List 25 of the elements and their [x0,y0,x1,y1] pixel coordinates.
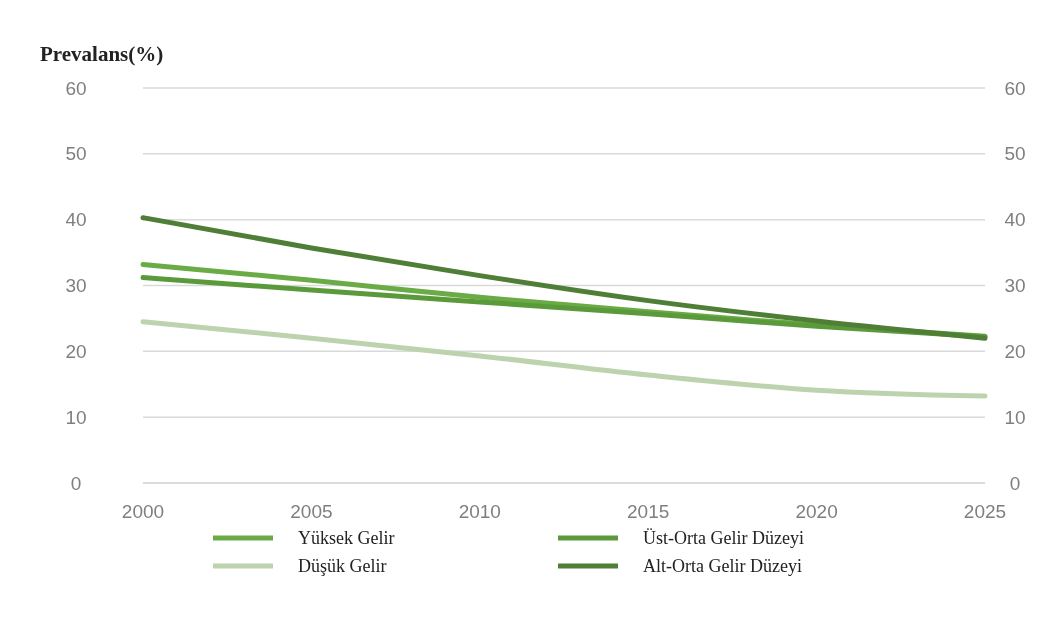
y-tick-label: 60 [65,77,87,99]
y2-tick-label: 30 [1004,275,1026,297]
y2-tick-label: 40 [1004,209,1026,231]
y2-tick-label: 20 [1004,340,1026,362]
legend-label: Yüksek Gelir [298,528,395,549]
y2-tick-label: 60 [1004,77,1026,99]
y-tick-label: 50 [65,143,87,165]
y-tick-label: 20 [65,340,87,362]
y-tick-label: 40 [65,209,87,231]
legend-label: Düşük Gelir [298,556,387,577]
x-tick-label: 2005 [290,501,333,522]
y-tick-label: 10 [65,406,87,428]
chart-title: Prevalans(%) [40,42,164,66]
x-tick-label: 2015 [627,501,670,522]
x-tick-label: 2025 [963,501,1007,522]
x-tick-label: 2020 [795,501,838,522]
x-tick-label: 2000 [121,501,165,522]
legend-label: Alt-Orta Gelir Düzeyi [643,556,802,577]
legend-label: Üst-Orta Gelir Düzeyi [643,528,804,549]
y-tick-label: 30 [65,275,87,297]
y2-tick-label: 50 [1004,143,1026,165]
x-tick-label: 2010 [458,501,501,522]
y-tick-label: 0 [70,472,82,494]
y2-tick-label: 0 [1009,472,1021,494]
y2-tick-label: 10 [1004,406,1026,428]
